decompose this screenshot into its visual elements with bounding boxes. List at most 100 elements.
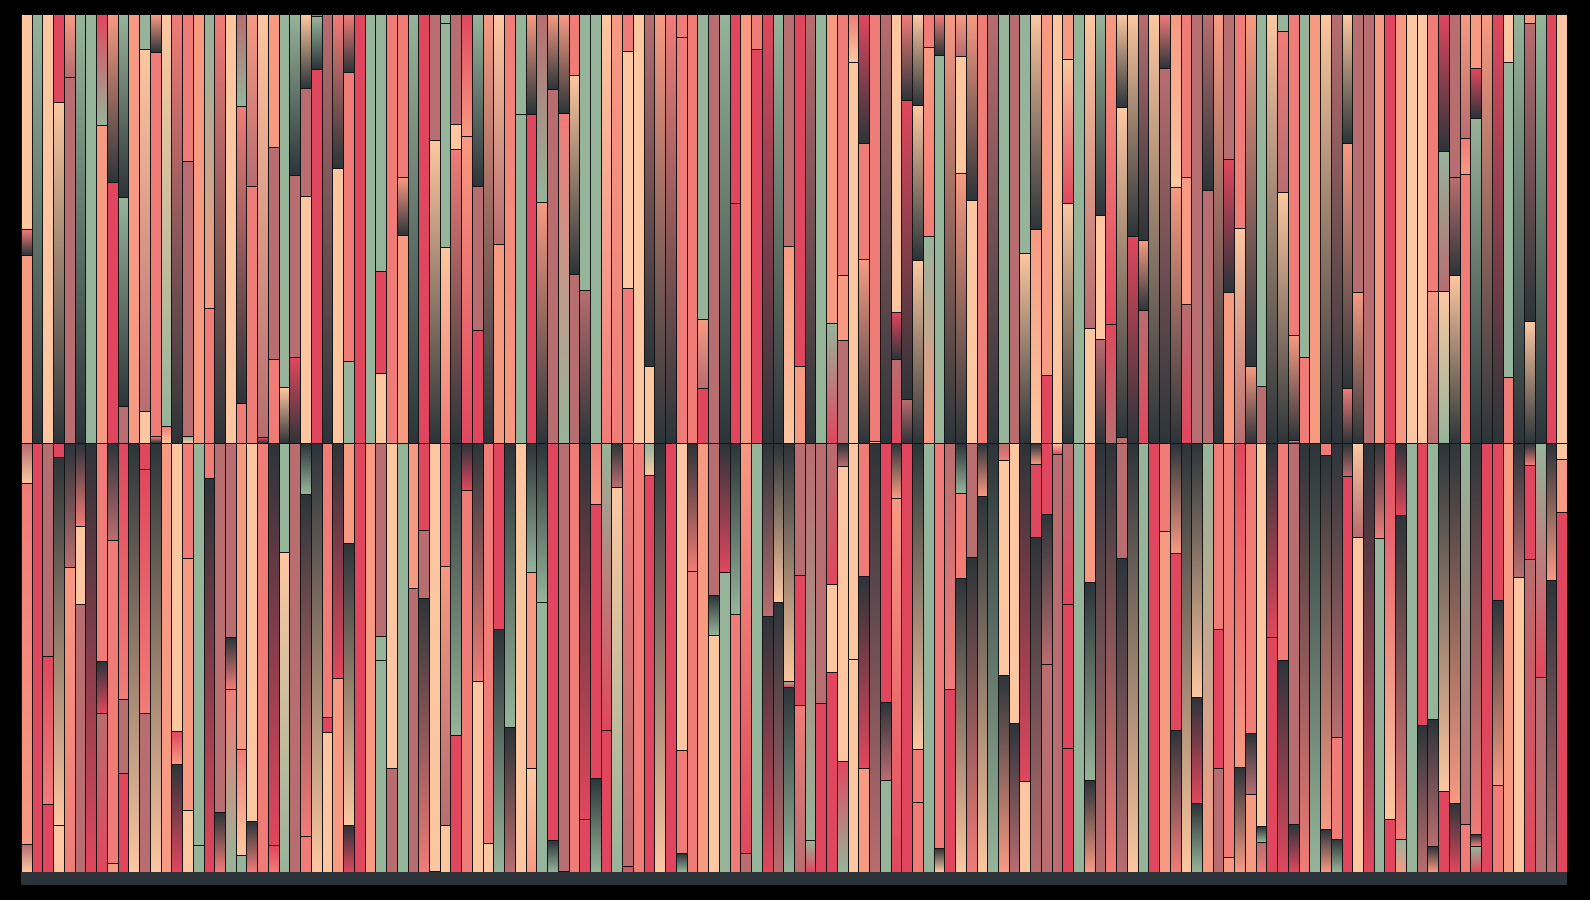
stripe-segment xyxy=(1353,444,1364,537)
stripe-segment xyxy=(183,444,194,558)
stripe-segment xyxy=(1084,780,1096,872)
stripe-segment xyxy=(730,614,741,872)
stripe-segment xyxy=(977,444,988,496)
stripe-segment xyxy=(1160,68,1171,443)
stripe xyxy=(257,444,269,872)
stripe-segment xyxy=(1202,15,1214,190)
stripe xyxy=(675,444,688,872)
stripe xyxy=(1556,15,1567,443)
stripe-segment xyxy=(268,444,280,845)
stripe-segment xyxy=(1031,537,1042,872)
stripe xyxy=(718,15,731,443)
stripe-segment xyxy=(22,483,33,844)
stripe xyxy=(1341,15,1353,443)
stripe xyxy=(289,15,301,443)
stripe xyxy=(493,15,505,443)
stripe-segment xyxy=(64,15,76,77)
stripe-segment xyxy=(451,15,462,124)
stripe xyxy=(1545,444,1557,872)
stripe xyxy=(1363,15,1375,443)
stripe xyxy=(536,444,548,872)
stripe-segment xyxy=(1278,31,1289,192)
stripe-segment xyxy=(376,444,387,636)
stripe-segment xyxy=(268,15,280,147)
stripe xyxy=(321,15,333,443)
stripe-segment xyxy=(1471,15,1482,68)
stripe-segment xyxy=(1170,15,1181,187)
stripe-segment xyxy=(773,444,784,602)
stripe-segment xyxy=(1170,444,1181,553)
stripe-segment xyxy=(601,730,612,872)
stripe-segment xyxy=(1321,444,1332,455)
stripe xyxy=(944,15,956,443)
stripe-segment xyxy=(1417,444,1428,725)
stripe-segment xyxy=(387,444,398,768)
stripe-segment xyxy=(150,52,162,436)
stripe-segment xyxy=(1449,803,1461,872)
stripe-segment xyxy=(741,444,752,853)
stripe xyxy=(149,444,162,872)
stripe xyxy=(665,444,677,872)
stripe xyxy=(622,444,634,872)
stripe-segment xyxy=(891,15,902,312)
stripe-segment xyxy=(966,444,977,557)
stripe-segment xyxy=(75,444,86,526)
stripe xyxy=(85,444,97,872)
stripe xyxy=(42,444,54,872)
stripe-segment xyxy=(1245,794,1257,872)
stripe xyxy=(922,15,935,443)
stripe-segment xyxy=(569,75,580,274)
stripe-segment xyxy=(483,15,494,443)
stripe-segment xyxy=(140,469,151,713)
stripe xyxy=(654,444,666,872)
stripe xyxy=(128,444,140,872)
stripe xyxy=(912,444,924,872)
stripe xyxy=(836,444,849,872)
stripe xyxy=(600,444,612,872)
stripe-segment xyxy=(945,689,956,872)
stripe-segment xyxy=(1052,454,1063,872)
stripe-segment xyxy=(612,15,623,443)
stripe-segment xyxy=(526,768,537,872)
stripe-segment xyxy=(837,15,849,275)
stripe-segment xyxy=(236,749,247,855)
stripe xyxy=(192,15,204,443)
stripe-segment xyxy=(183,810,194,872)
stripe xyxy=(804,444,816,872)
stripe xyxy=(1244,15,1257,443)
stripe-segment xyxy=(1385,15,1396,443)
stripe-segment xyxy=(419,530,430,598)
stripe xyxy=(1126,444,1139,872)
stripe-segment xyxy=(1482,444,1493,872)
stripe-segment xyxy=(86,15,97,443)
stripe xyxy=(1556,444,1567,872)
stripe-segment xyxy=(623,51,634,288)
stripe-segment xyxy=(956,56,967,173)
stripe-segment xyxy=(644,366,655,443)
stripe-segment xyxy=(129,444,140,872)
stripe-segment xyxy=(1482,15,1493,443)
stripe-segment xyxy=(440,15,451,23)
stripe-segment xyxy=(526,572,537,768)
stripe xyxy=(1491,15,1504,443)
stripe xyxy=(933,15,945,443)
stripe-segment xyxy=(837,444,849,466)
stripe xyxy=(1191,15,1203,443)
stripe xyxy=(1502,444,1514,872)
stripe xyxy=(1373,444,1385,872)
stripe-segment xyxy=(258,15,269,437)
stripe-segment xyxy=(1235,767,1246,872)
stripe-segment xyxy=(1439,444,1450,791)
stripe-segment xyxy=(1160,444,1171,531)
stripe-segment xyxy=(548,444,559,840)
stripe-segment xyxy=(1299,357,1310,443)
stripe xyxy=(332,15,344,443)
stripe-segment xyxy=(1224,292,1235,443)
stripe-segment xyxy=(376,373,387,443)
stripe xyxy=(235,15,247,443)
stripe xyxy=(160,444,172,872)
stripe xyxy=(278,444,290,872)
stripe-segment xyxy=(1525,321,1536,443)
stripe-segment xyxy=(64,444,76,567)
stripe xyxy=(751,444,763,872)
